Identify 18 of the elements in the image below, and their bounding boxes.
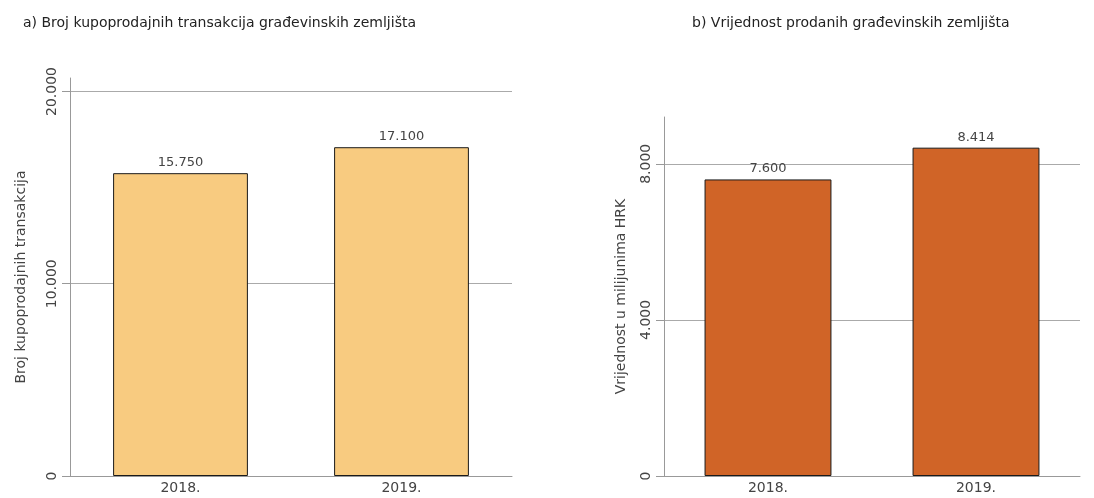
- x-tick-label: 2018.: [160, 479, 201, 495]
- y-tick-label: 0: [43, 471, 59, 481]
- data-label: 8.414: [957, 128, 995, 144]
- y-axis-title: Vrijednost u milijunima HRK: [612, 197, 628, 395]
- data-label: 17.100: [378, 128, 425, 144]
- y-tick-label: 20.000: [43, 66, 59, 116]
- data-label: 7.600: [749, 160, 787, 176]
- chart-title: a) Broj kupoprodajnih transakcija građevinskih zemljišta: [23, 14, 416, 30]
- y-tick-label: 8.000: [637, 143, 653, 184]
- chart-title: b) Vrijednost prodanih građevinskih zemljišta: [692, 14, 1010, 30]
- x-tick-label: 2019.: [381, 479, 422, 495]
- y-tick-label: 4.000: [637, 299, 653, 340]
- x-tick-label: 2019.: [955, 479, 997, 495]
- data-label: 15.750: [157, 154, 204, 170]
- y-axis-title: Broj kupoprodajnih transakcija: [12, 170, 28, 384]
- x-tick-label: 2018.: [747, 479, 789, 495]
- y-tick-label: 10.000: [43, 259, 59, 309]
- y-tick-label: 0: [637, 471, 653, 481]
